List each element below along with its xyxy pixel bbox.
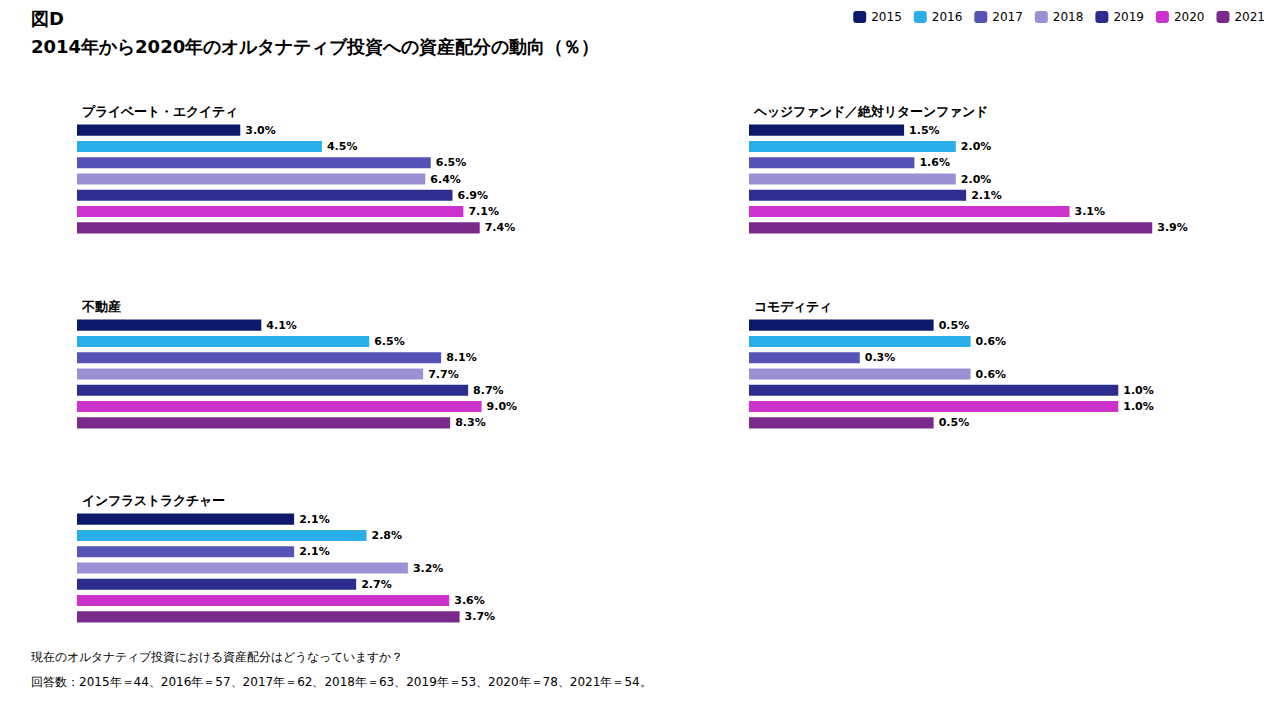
svg-text:4.5%: 4.5% <box>327 140 358 153</box>
svg-text:3.9%: 3.9% <box>1157 221 1188 234</box>
svg-text:3.7%: 3.7% <box>465 610 496 623</box>
svg-text:現在のオルタナティブ投資における資産配分はどうなっていますか: 現在のオルタナティブ投資における資産配分はどうなっていますか？ <box>31 650 403 664</box>
svg-text:3.2%: 3.2% <box>413 562 444 575</box>
svg-text:8.1%: 8.1% <box>446 351 477 364</box>
svg-text:インフラストラクチャー: インフラストラクチャー <box>82 493 225 508</box>
svg-text:2.8%: 2.8% <box>372 529 403 542</box>
svg-text:1.0%: 1.0% <box>1123 384 1154 397</box>
svg-text:0.5%: 0.5% <box>939 416 970 429</box>
svg-text:プライベート・エクイティ: プライベート・エクイティ <box>82 104 238 119</box>
svg-text:2.1%: 2.1% <box>971 189 1002 202</box>
svg-text:2.0%: 2.0% <box>961 173 992 186</box>
svg-text:6.5%: 6.5% <box>436 156 467 169</box>
svg-text:7.7%: 7.7% <box>428 368 459 381</box>
svg-text:2015: 2015 <box>871 10 902 24</box>
svg-text:4.1%: 4.1% <box>266 319 297 332</box>
svg-text:8.3%: 8.3% <box>455 416 486 429</box>
svg-text:図D: 図D <box>31 8 64 29</box>
svg-text:3.6%: 3.6% <box>454 594 485 607</box>
svg-text:2017: 2017 <box>992 10 1023 24</box>
svg-text:1.5%: 1.5% <box>909 124 940 137</box>
svg-text:ヘッジファンド／絶対リターンファンド: ヘッジファンド／絶対リターンファンド <box>753 104 988 119</box>
svg-text:2.7%: 2.7% <box>361 578 392 591</box>
svg-text:2021: 2021 <box>1234 10 1265 24</box>
svg-text:2016: 2016 <box>932 10 963 24</box>
svg-text:2014年から2020年のオルタナティブ投資への資産配分の動: 2014年から2020年のオルタナティブ投資への資産配分の動向（％） <box>31 36 599 57</box>
svg-text:0.5%: 0.5% <box>939 319 970 332</box>
svg-text:6.5%: 6.5% <box>374 335 405 348</box>
svg-text:0.6%: 0.6% <box>976 368 1007 381</box>
svg-text:コモディティ: コモディティ <box>754 299 832 314</box>
svg-text:9.0%: 9.0% <box>487 400 518 413</box>
svg-text:1.6%: 1.6% <box>919 156 950 169</box>
svg-text:3.0%: 3.0% <box>245 124 276 137</box>
svg-text:1.0%: 1.0% <box>1123 400 1154 413</box>
svg-text:6.4%: 6.4% <box>430 173 461 186</box>
svg-text:回答数：2015年＝44、2016年＝57、2017年＝62: 回答数：2015年＝44、2016年＝57、2017年＝62、2018年＝63、… <box>31 675 652 689</box>
svg-text:0.3%: 0.3% <box>865 351 896 364</box>
svg-text:不動産: 不動産 <box>81 299 121 314</box>
svg-text:6.9%: 6.9% <box>458 189 489 202</box>
svg-text:0.6%: 0.6% <box>976 335 1007 348</box>
svg-text:2.1%: 2.1% <box>299 545 330 558</box>
svg-text:2020: 2020 <box>1174 10 1205 24</box>
svg-text:3.1%: 3.1% <box>1075 205 1106 218</box>
svg-text:8.7%: 8.7% <box>473 384 504 397</box>
svg-text:7.1%: 7.1% <box>468 205 499 218</box>
svg-text:7.4%: 7.4% <box>485 221 516 234</box>
svg-text:2019: 2019 <box>1113 10 1144 24</box>
svg-text:2018: 2018 <box>1053 10 1084 24</box>
svg-text:2.1%: 2.1% <box>299 513 330 526</box>
svg-text:2.0%: 2.0% <box>961 140 992 153</box>
